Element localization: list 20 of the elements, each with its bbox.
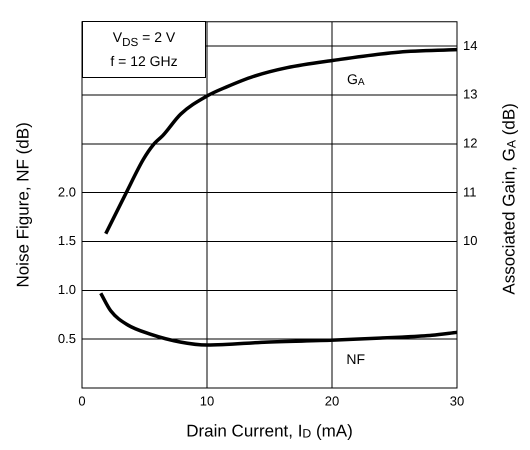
y2-axis-title: Associated Gain, GA (dB): [500, 103, 519, 295]
annotation: f = 12 GHz: [109, 52, 179, 71]
y-tick-label: 1.0: [58, 282, 76, 297]
y2-tick-label: 11: [463, 184, 476, 200]
text-box: V$_{DS}$ = 2 V f = 12 GHz: [82, 21, 206, 78]
x-axis-title: Drain Current, ID (mA): [186, 422, 353, 441]
x-tick-label: 10: [200, 393, 214, 408]
annotation: V$_{DS}$ = 2 V: [112, 28, 176, 51]
y2-tick-label: 13: [463, 86, 478, 102]
x-tick-label: 30: [450, 393, 464, 408]
y2-tick-label: 14: [463, 38, 478, 53]
y2-tick-label: 10: [463, 233, 478, 248]
y2-tick-label: 12: [463, 135, 478, 150]
y-axis-title: Noise Figure, NF (dB): [14, 122, 33, 288]
y-tick-label: 2.0: [58, 184, 76, 200]
series-label: NF: [346, 351, 366, 368]
x-tick-label: 20: [324, 393, 340, 408]
y-tick-label: 0.5: [58, 330, 76, 346]
x-tick-label: 0: [78, 393, 86, 408]
y-tick-label: 1.5: [58, 233, 76, 248]
